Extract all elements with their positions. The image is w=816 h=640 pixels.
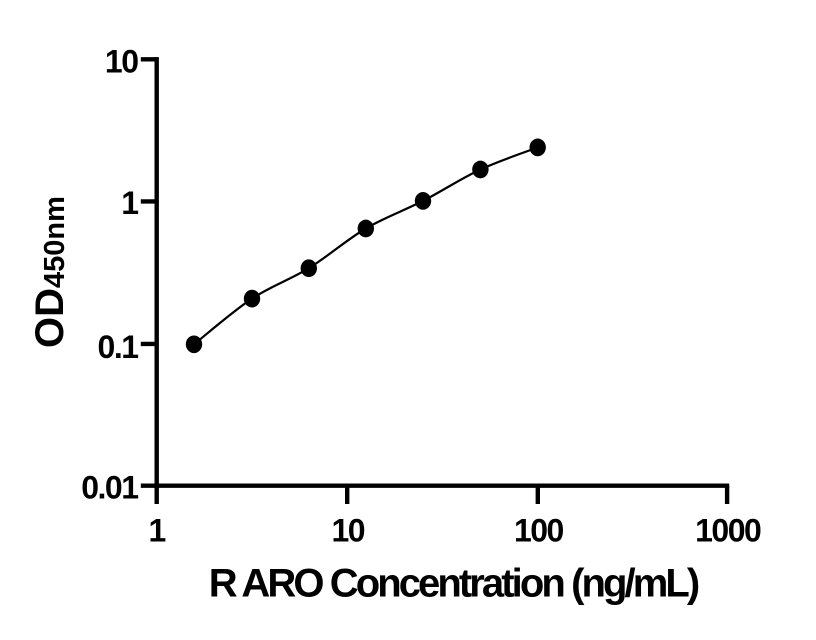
svg-text:R ARO Concentration (ng/mL): R ARO Concentration (ng/mL): [209, 562, 699, 606]
svg-text:10: 10: [332, 512, 365, 548]
svg-text:0.01: 0.01: [81, 469, 138, 505]
svg-text:1: 1: [148, 512, 165, 548]
svg-text:1000: 1000: [695, 512, 761, 548]
svg-text:100: 100: [514, 512, 564, 548]
svg-text:10: 10: [105, 43, 138, 79]
svg-text:1: 1: [121, 185, 138, 221]
svg-text:0.1: 0.1: [98, 329, 139, 365]
